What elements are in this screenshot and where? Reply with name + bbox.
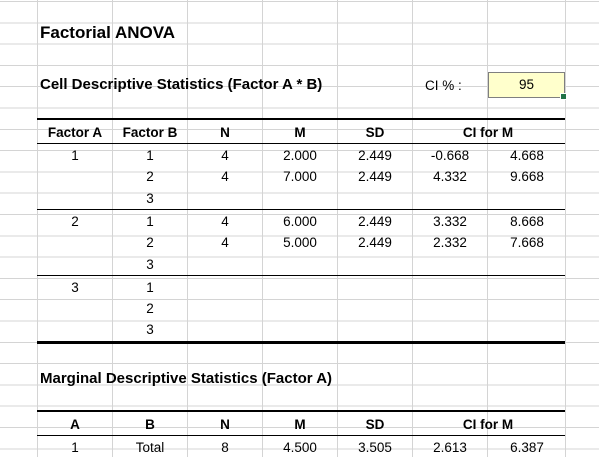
marginal-header-sd: SD bbox=[365, 417, 385, 432]
header-n: N bbox=[220, 125, 230, 140]
marginal-ci-upper-value[interactable]: 6.387 bbox=[510, 440, 544, 455]
marginal-header-underline bbox=[37, 435, 565, 436]
factor-b-value[interactable]: 3 bbox=[146, 322, 154, 338]
page-title: Factorial ANOVA bbox=[40, 23, 176, 42]
factor-a-value[interactable]: 3 bbox=[71, 279, 79, 295]
ci-upper-value[interactable]: 4.668 bbox=[510, 148, 544, 163]
sd-value[interactable]: 2.449 bbox=[358, 213, 392, 229]
marginal-header-b: B bbox=[145, 417, 155, 432]
factor-b-value[interactable]: 2 bbox=[146, 235, 154, 251]
marginal-a-value[interactable]: 1 bbox=[71, 440, 79, 455]
marginal-header-m: M bbox=[294, 417, 306, 432]
m-value[interactable]: 5.000 bbox=[283, 235, 317, 251]
n-value[interactable]: 4 bbox=[221, 148, 229, 163]
factor-b-value[interactable]: 1 bbox=[146, 213, 154, 229]
marginal-n-value[interactable]: 8 bbox=[221, 440, 229, 455]
n-value[interactable]: 4 bbox=[221, 213, 229, 229]
ci-upper-value[interactable]: 9.668 bbox=[510, 169, 544, 185]
marginal-sd-value[interactable]: 3.505 bbox=[358, 440, 392, 455]
ci-upper-value[interactable]: 7.668 bbox=[510, 235, 544, 251]
ci-upper-value[interactable]: 8.668 bbox=[510, 213, 544, 229]
header-factor-a: Factor A bbox=[47, 125, 103, 140]
factor-b-value[interactable]: 2 bbox=[146, 301, 154, 317]
marginal-m-value[interactable]: 4.500 bbox=[283, 440, 317, 455]
cell-table-top-border bbox=[37, 118, 565, 120]
sd-value[interactable]: 2.449 bbox=[358, 169, 392, 185]
m-value[interactable]: 7.000 bbox=[283, 169, 317, 185]
ci-lower-value[interactable]: 4.332 bbox=[433, 169, 467, 185]
header-sd: SD bbox=[365, 125, 385, 140]
m-value[interactable]: 6.000 bbox=[283, 213, 317, 229]
ci-percent-label: CI % : bbox=[425, 78, 462, 93]
factor-a-value[interactable]: 2 bbox=[71, 213, 79, 229]
cell-table-bottom-border bbox=[37, 342, 565, 344]
cell-stats-heading: Cell Descriptive Statistics (Factor A * … bbox=[40, 76, 323, 93]
m-value[interactable]: 2.000 bbox=[283, 148, 317, 163]
marginal-b-value[interactable]: Total bbox=[135, 440, 165, 455]
factor-b-value[interactable]: 3 bbox=[146, 190, 154, 206]
factor-b-value[interactable]: 1 bbox=[146, 279, 154, 295]
marginal-header-n: N bbox=[220, 417, 230, 432]
n-value[interactable]: 4 bbox=[221, 235, 229, 251]
cell-header-underline bbox=[37, 143, 565, 144]
factor-b-value[interactable]: 2 bbox=[146, 169, 154, 185]
header-factor-b: Factor B bbox=[122, 125, 178, 140]
group-separator bbox=[37, 340, 565, 342]
header-ci: CI for M bbox=[462, 125, 514, 140]
ci-lower-value[interactable]: 2.332 bbox=[433, 235, 467, 251]
marginal-table-top-border bbox=[37, 410, 565, 412]
marginal-header-a: A bbox=[70, 417, 80, 432]
marginal-stats-heading: Marginal Descriptive Statistics (Factor … bbox=[40, 370, 333, 387]
sd-value[interactable]: 2.449 bbox=[358, 148, 392, 163]
marginal-ci-lower-value[interactable]: 2.613 bbox=[433, 440, 467, 455]
sd-value[interactable]: 2.449 bbox=[358, 235, 392, 251]
ci-lower-value[interactable]: 3.332 bbox=[433, 213, 467, 229]
ci-lower-value[interactable]: -0.668 bbox=[430, 148, 470, 163]
ci-percent-input[interactable]: 95 bbox=[488, 72, 567, 100]
header-m: M bbox=[294, 125, 306, 140]
factor-a-value[interactable]: 1 bbox=[71, 148, 79, 163]
group-separator bbox=[37, 208, 565, 210]
factor-b-value[interactable]: 1 bbox=[146, 148, 154, 163]
n-value[interactable]: 4 bbox=[221, 169, 229, 185]
marginal-header-ci: CI for M bbox=[462, 417, 514, 432]
factor-b-value[interactable]: 3 bbox=[146, 256, 154, 272]
group-separator bbox=[37, 274, 565, 276]
